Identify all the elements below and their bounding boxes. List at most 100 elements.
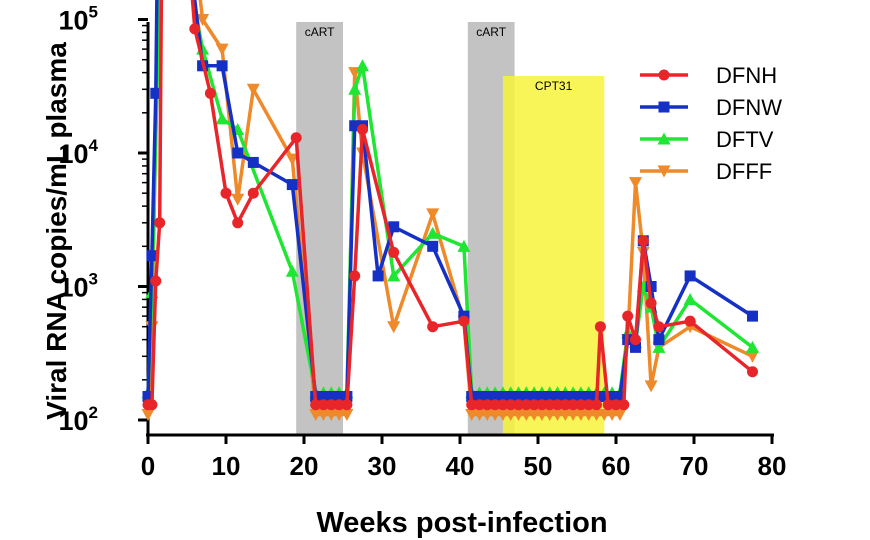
data-point	[497, 399, 509, 411]
y-tick-label: 104	[58, 136, 98, 169]
data-point	[497, 390, 509, 402]
data-point	[318, 399, 329, 411]
data-point	[388, 246, 400, 258]
data-point	[591, 399, 602, 411]
data-point	[746, 340, 759, 353]
data-point	[481, 399, 493, 411]
data-point	[606, 390, 618, 402]
data-point	[285, 264, 299, 277]
data-point	[630, 334, 641, 346]
legend-item: DFTV	[640, 127, 774, 152]
data-point	[645, 297, 657, 309]
data-point	[489, 399, 501, 411]
region-band	[502, 76, 605, 435]
data-point	[146, 250, 158, 262]
x-tick-label: 10	[212, 451, 241, 481]
data-point	[246, 83, 260, 96]
data-point	[232, 147, 244, 159]
data-point	[583, 399, 595, 411]
data-point	[474, 390, 485, 402]
legend-item: DFNH	[640, 63, 777, 88]
data-point	[746, 350, 759, 363]
y-tick-label: 105	[58, 3, 98, 36]
data-point	[196, 14, 210, 26]
legend-marker	[657, 165, 671, 178]
data-point	[598, 390, 610, 402]
data-point	[372, 270, 384, 282]
data-point	[333, 390, 345, 402]
data-point	[154, 217, 166, 229]
data-point	[427, 321, 439, 333]
data-point	[325, 399, 337, 411]
legend-label: DFTV	[716, 127, 774, 152]
data-point	[215, 112, 229, 125]
data-point	[340, 408, 354, 421]
x-axis-title: Weeks post-infection	[316, 507, 607, 539]
data-point	[457, 239, 471, 252]
legend-label: DFFF	[716, 159, 772, 184]
data-point	[247, 187, 259, 199]
data-point	[286, 179, 298, 191]
data-point	[505, 390, 517, 402]
data-point	[536, 399, 548, 411]
data-point	[426, 226, 440, 239]
data-point	[189, 23, 201, 35]
data-point	[481, 390, 493, 402]
data-point	[583, 390, 595, 402]
legend-marker	[658, 69, 670, 81]
legend: DFNH DFNW DFTV DFFF	[640, 63, 782, 184]
data-point	[357, 123, 368, 135]
legend-marker	[657, 132, 671, 145]
legend-item: DFNW	[640, 95, 782, 120]
data-point	[505, 399, 517, 411]
data-point	[150, 87, 162, 99]
data-point	[220, 187, 232, 199]
data-point	[683, 292, 697, 305]
data-point	[559, 390, 571, 402]
data-point	[645, 281, 657, 292]
x-tick-label: 30	[368, 451, 397, 481]
data-point	[653, 321, 665, 333]
data-point	[489, 390, 501, 402]
x-tick-label: 50	[524, 451, 553, 481]
data-point	[387, 269, 401, 282]
data-point	[747, 310, 758, 322]
data-point	[150, 275, 162, 287]
data-point	[247, 156, 259, 168]
data-point	[567, 390, 579, 402]
data-point	[513, 390, 524, 402]
y-tick-label: 103	[58, 270, 98, 303]
region-label: CPT31	[535, 79, 573, 93]
data-point	[684, 315, 696, 327]
data-point	[544, 399, 556, 411]
legend-item: DFFF	[640, 159, 772, 184]
data-point	[426, 208, 440, 221]
data-point	[310, 399, 322, 411]
data-point	[231, 193, 245, 206]
data-point	[544, 390, 556, 402]
data-point	[513, 399, 524, 411]
data-point	[575, 390, 587, 402]
data-point	[622, 310, 634, 322]
data-point	[536, 390, 548, 402]
data-point	[285, 153, 299, 166]
data-point	[575, 399, 587, 411]
data-point	[204, 87, 216, 99]
legend-marker	[658, 101, 670, 113]
data-point	[747, 366, 758, 378]
data-point	[466, 399, 478, 411]
region-label: cART	[476, 25, 506, 39]
data-point	[652, 340, 666, 353]
data-point	[216, 60, 228, 72]
data-point	[684, 270, 696, 282]
axis-ticks: 01020304050607080102103104105106107108	[58, 3, 786, 482]
y-tick-label: 102	[58, 403, 98, 436]
data-point	[629, 177, 642, 190]
data-point	[520, 390, 532, 402]
data-point	[594, 321, 606, 333]
data-point	[602, 399, 614, 411]
data-point	[349, 270, 361, 282]
data-point	[552, 399, 563, 411]
data-point	[232, 217, 244, 229]
